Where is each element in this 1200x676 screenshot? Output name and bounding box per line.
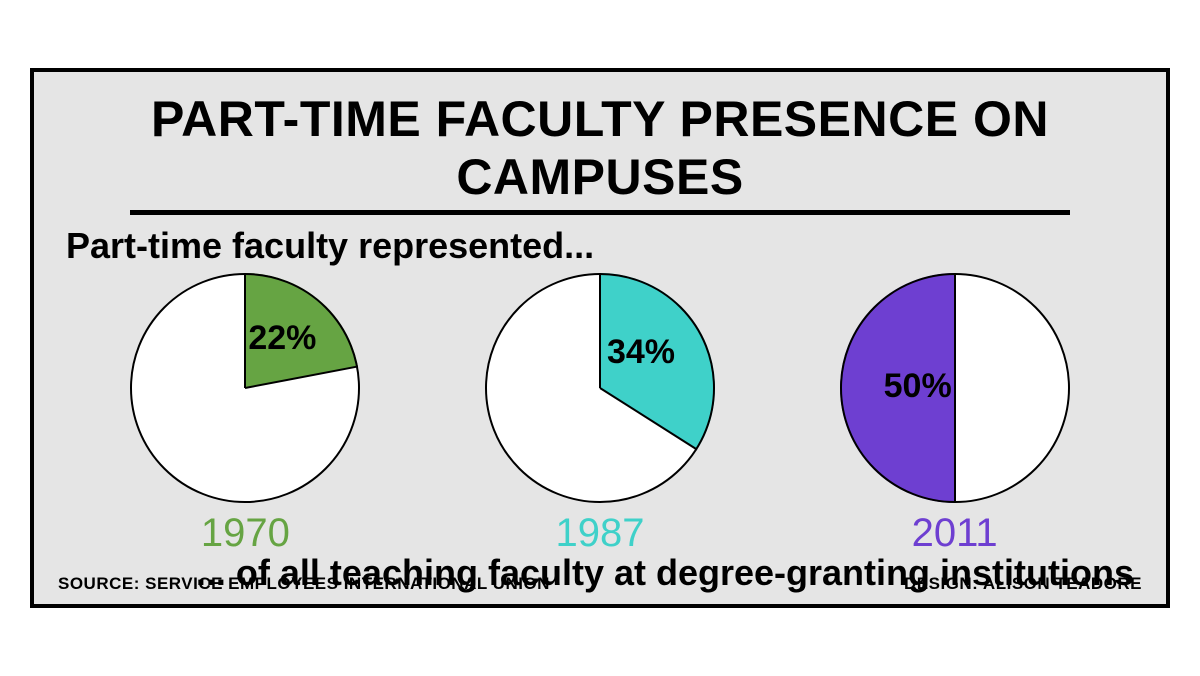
pie-block-1987: 34% 1987 (485, 273, 715, 556)
footer-row: SOURCE: SERVICE EMPLOYEES INTERNATIONAL … (58, 574, 1142, 594)
main-title: PART-TIME FACULTY PRESENCE ON CAMPUSES (58, 90, 1142, 206)
pct-label-1987: 34% (607, 333, 675, 372)
design-credit: DESIGN: ALISON TEADORE (904, 574, 1142, 594)
pct-label-2011: 50% (884, 367, 952, 406)
pie-wrap-1970: 22% (130, 273, 360, 503)
pie-block-2011: 50% 2011 (840, 273, 1070, 556)
pie-wrap-2011: 50% (840, 273, 1070, 503)
infographic-frame: PART-TIME FACULTY PRESENCE ON CAMPUSES P… (30, 68, 1170, 608)
pie-chart-2011 (840, 273, 1070, 503)
year-label-2011: 2011 (912, 511, 998, 556)
pie-block-1970: 22% 1970 (130, 273, 360, 556)
subtitle-top: Part-time faculty represented... (66, 225, 1142, 267)
title-rule (130, 210, 1070, 215)
year-label-1970: 1970 (201, 511, 290, 556)
pie-row: 22% 1970 34% 1987 50% 2011 (58, 273, 1142, 556)
source-credit: SOURCE: SERVICE EMPLOYEES INTERNATIONAL … (58, 574, 550, 594)
pie-wrap-1987: 34% (485, 273, 715, 503)
pct-label-1970: 22% (248, 319, 316, 358)
year-label-1987: 1987 (555, 511, 644, 556)
pie-chart-1970 (130, 273, 360, 503)
pie-chart-1987 (485, 273, 715, 503)
